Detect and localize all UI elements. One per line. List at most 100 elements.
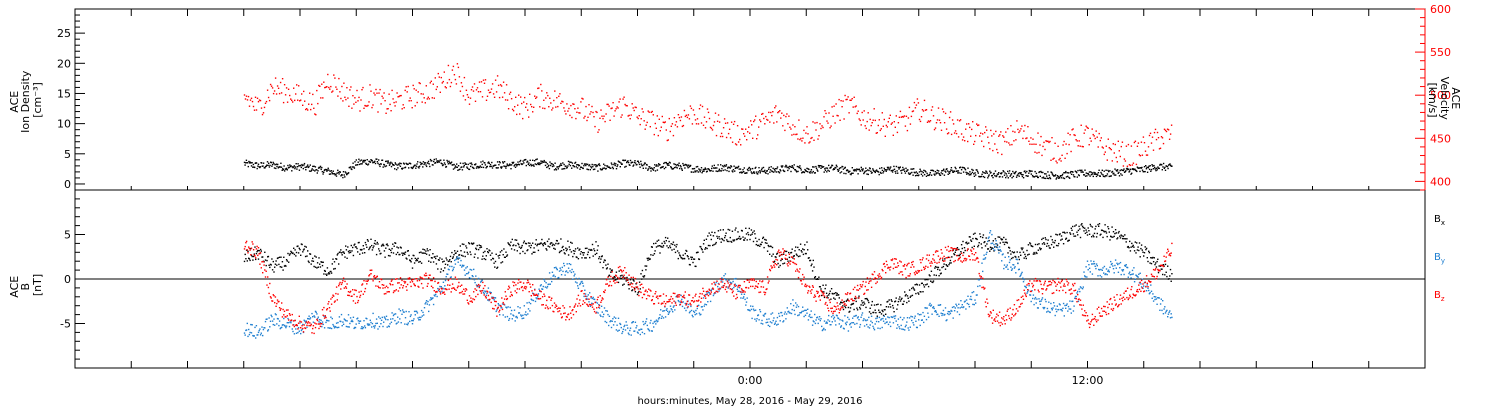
- velocity-series-point: [1053, 157, 1055, 159]
- bx-series-point: [1170, 280, 1172, 282]
- ion-density-series-point: [496, 161, 499, 163]
- velocity-series-point: [662, 121, 664, 123]
- bx-series-point: [546, 249, 548, 251]
- ion-density-series-point: [1098, 169, 1100, 171]
- ion-density-series-point: [1117, 172, 1119, 174]
- ion-density-series-point: [587, 168, 589, 171]
- by-series-point: [490, 292, 492, 294]
- bx-series-point: [584, 257, 586, 259]
- bx-series-point: [1078, 225, 1080, 228]
- bx-series-point: [1065, 237, 1068, 239]
- ion-density-series-point: [647, 169, 649, 171]
- ion-density-series-point: [330, 173, 332, 175]
- velocity-series-point: [713, 121, 716, 123]
- ion-density-series-point: [1074, 176, 1076, 178]
- bx-series-point: [939, 269, 941, 271]
- bx-series-point: [690, 258, 693, 260]
- ion-density-series-point: [476, 165, 478, 168]
- bx-series-point: [323, 273, 325, 275]
- velocity-series-point: [779, 110, 781, 112]
- bx-series-point: [710, 238, 712, 241]
- ion-density-series-point: [436, 160, 438, 162]
- ion-density-series-point: [276, 165, 278, 168]
- by-series-point: [718, 290, 720, 292]
- bx-series-point: [1152, 256, 1154, 259]
- ion-density-series-point: [646, 164, 648, 166]
- bx-series-point: [677, 257, 679, 260]
- bx-series-point: [1085, 229, 1087, 231]
- ion-density-series-point: [990, 171, 992, 174]
- bx-series-point: [818, 276, 820, 278]
- bx-series-point: [349, 251, 352, 254]
- by-series-point: [546, 285, 549, 288]
- ion-density-series-point: [448, 162, 451, 164]
- by-series-point: [593, 298, 596, 301]
- by-series-point: [408, 311, 410, 313]
- velocity-series-point: [861, 111, 863, 114]
- by-series-point: [743, 293, 746, 295]
- ion-density-series-point: [969, 174, 972, 176]
- by-series-point: [552, 275, 554, 277]
- bx-series-point: [782, 263, 784, 265]
- by-series-point: [1008, 256, 1010, 258]
- ion-density-series-point: [578, 164, 581, 167]
- by-series-point: [560, 269, 562, 271]
- bx-series-point: [689, 264, 691, 266]
- by-series-point: [265, 318, 267, 320]
- by-series-point: [907, 327, 909, 329]
- ion-density-series-point: [351, 166, 354, 168]
- bx-series-point: [264, 251, 266, 253]
- bx-series-point: [934, 267, 936, 269]
- by-series-point: [278, 324, 280, 327]
- ion-density-series-point: [534, 163, 536, 165]
- bx-series-point: [949, 262, 951, 264]
- bx-series-point: [648, 257, 650, 259]
- bx-series-point: [383, 250, 386, 252]
- ion-density-series-point: [551, 163, 553, 165]
- velocity-series-point: [254, 96, 257, 98]
- velocity-series-point: [744, 135, 746, 137]
- ion-density-series-point: [734, 170, 736, 172]
- bx-series-point: [496, 266, 499, 268]
- by-series-point: [879, 327, 881, 330]
- ion-density-series-point: [1048, 174, 1050, 176]
- by-series-point: [461, 266, 463, 268]
- ion-density-series-point: [762, 166, 765, 169]
- by-series-point: [888, 316, 890, 319]
- ion-density-series-point: [505, 167, 507, 169]
- velocity-series-point: [907, 117, 910, 119]
- ion-density-series-point: [1104, 175, 1107, 177]
- velocity-series-point: [296, 84, 298, 86]
- velocity-series-point: [528, 116, 530, 118]
- by-series-point: [480, 280, 483, 282]
- velocity-series-point: [421, 101, 423, 103]
- by-series-point: [254, 326, 256, 329]
- velocity-series-point: [449, 85, 452, 88]
- bx-series-point: [830, 298, 832, 300]
- ion-density-series-point: [840, 167, 842, 169]
- ion-density-series-point: [688, 164, 690, 166]
- bx-series-point: [1088, 233, 1091, 235]
- ion-density-series-point: [283, 165, 285, 167]
- bx-series-point: [669, 246, 672, 249]
- bx-series-point: [795, 253, 798, 255]
- bx-series-point: [382, 243, 384, 245]
- velocity-series-point: [697, 123, 700, 125]
- ion-density-series-point: [809, 172, 811, 174]
- bx-series-point: [630, 282, 632, 284]
- by-series-point: [566, 263, 568, 265]
- bx-series-point: [825, 292, 828, 294]
- bx-series-point: [1027, 254, 1029, 256]
- velocity-series-point: [720, 132, 723, 135]
- ion-density-series-point: [839, 172, 841, 174]
- by-series-point: [991, 233, 993, 236]
- bx-series-point: [515, 244, 517, 247]
- velocity-series-point: [870, 124, 872, 127]
- bx-series-point: [1011, 251, 1013, 253]
- ion-density-series-point: [689, 164, 692, 167]
- velocity-series-point: [979, 135, 981, 137]
- by-series-point: [448, 269, 450, 271]
- bx-series-point: [466, 251, 468, 254]
- by-series-point: [995, 240, 997, 242]
- ion-density-series-point: [460, 166, 462, 169]
